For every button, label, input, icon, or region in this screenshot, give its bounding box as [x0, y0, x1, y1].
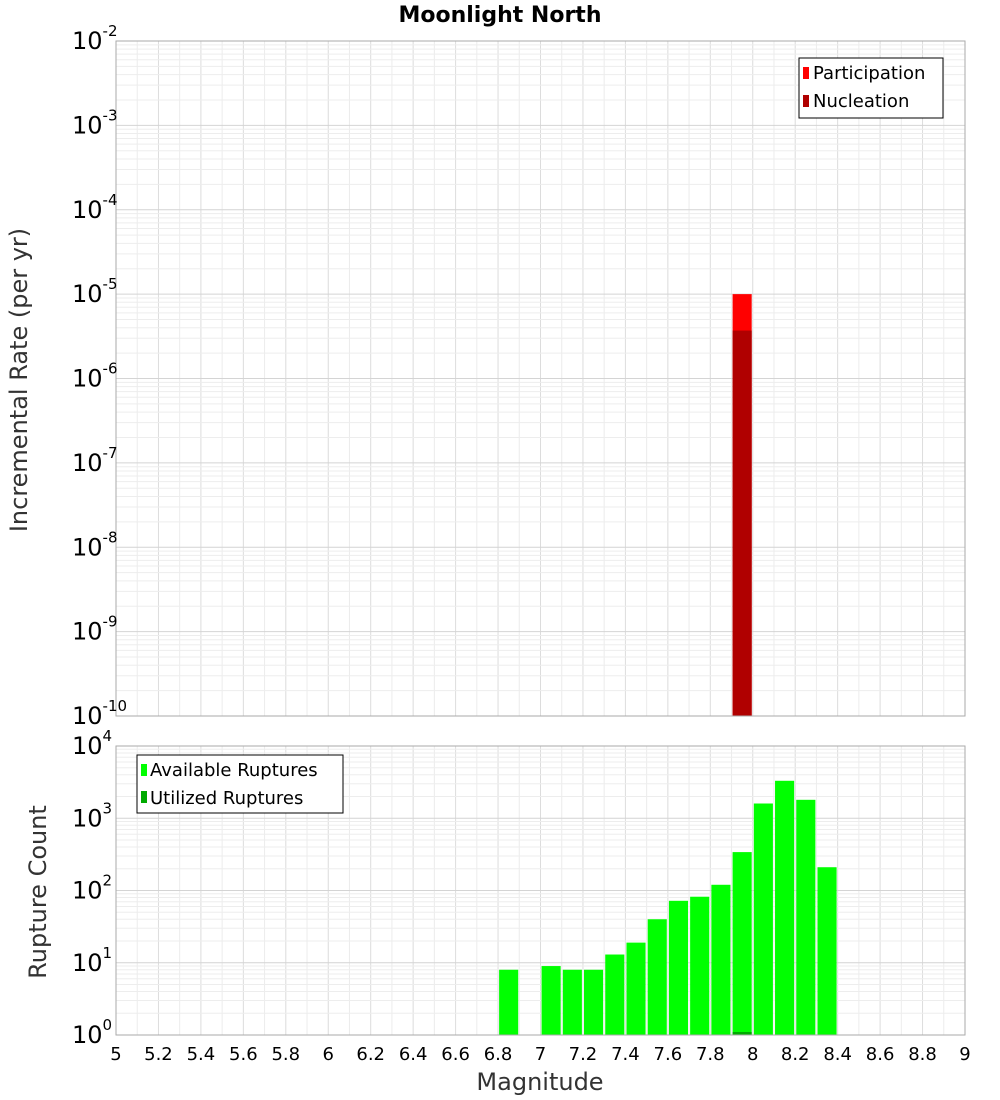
top-y-tick-label: 10-6 [72, 360, 118, 393]
bottom-legend: Available Ruptures Utilized Ruptures [136, 754, 344, 814]
bar-available-ruptures-9 [711, 884, 731, 1035]
top-y-tick-label: 10-5 [72, 275, 118, 308]
bottom-y-ticks: 100 101 102 103 104 [72, 727, 112, 1049]
x-tick-label: 6.8 [484, 1044, 513, 1065]
bottom-bars [499, 780, 837, 1035]
x-tick-label: 8.8 [908, 1044, 937, 1065]
x-tick-label: 7.2 [569, 1044, 598, 1065]
top-y-tick-label: 10-8 [72, 528, 118, 561]
x-tick-label: 6.2 [356, 1044, 385, 1065]
top-legend: Participation Nucleation [798, 57, 944, 119]
bottom-plot-border [115, 745, 966, 1036]
x-axis-title: Magnitude [476, 1068, 603, 1096]
bar-available-ruptures-5 [626, 942, 646, 1035]
bar-available-ruptures-2 [562, 969, 582, 1035]
bar-available-ruptures-11 [753, 803, 773, 1035]
legend-swatch-nucleation [803, 95, 809, 107]
x-tick-label: 9 [959, 1044, 970, 1065]
bar-available-ruptures-6 [647, 919, 667, 1035]
bar-available-ruptures-12 [775, 780, 795, 1035]
top-bars [732, 294, 752, 716]
top-y-tick-label: 10-3 [72, 106, 118, 139]
bar-available-ruptures-14 [817, 867, 837, 1035]
x-tick-label: 6 [323, 1044, 334, 1065]
bottom-panel: 100 101 102 103 104 5 5.2 5.4 5.6 5.8 6 6.2 6.4 6.6 6… [24, 727, 971, 1096]
top-plot-border [115, 40, 966, 717]
bar-available-ruptures-1 [541, 966, 561, 1035]
top-panel: 10-10 10-9 10-8 10-7 10-6 10-5 10-4 10-3 10-2 In… [5, 22, 966, 730]
chart-title: Moonlight North [398, 3, 601, 28]
bar-available-ruptures-4 [605, 954, 625, 1035]
x-tick-label: 7 [535, 1044, 546, 1065]
bottom-y-tick-label: 100 [72, 1016, 112, 1049]
top-y-ticks: 10-10 10-9 10-8 10-7 10-6 10-5 10-4 10-3 10-2 [72, 22, 127, 730]
x-tick-label: 6.6 [441, 1044, 470, 1065]
top-grid [115, 41, 966, 717]
bar-utilized-ruptures-0 [732, 1032, 752, 1035]
bar-available-ruptures-7 [668, 900, 689, 1035]
x-tick-label: 8.2 [781, 1044, 810, 1065]
bottom-y-tick-label: 104 [72, 727, 112, 760]
bar-available-ruptures-0 [499, 969, 519, 1035]
bar-available-ruptures-10 [732, 852, 752, 1035]
x-tick-label: 5.6 [229, 1044, 258, 1065]
bar-available-ruptures-3 [584, 969, 604, 1035]
legend-swatch-utilized [141, 791, 147, 803]
bar-available-ruptures-8 [690, 896, 710, 1035]
top-legend-box [798, 57, 944, 119]
x-tick-label: 6.4 [399, 1044, 428, 1065]
legend-label-participation: Participation [813, 63, 925, 84]
legend-swatch-participation [803, 67, 809, 79]
legend-swatch-available [141, 764, 147, 776]
x-tick-label: 8 [747, 1044, 758, 1065]
top-y-tick-label: 10-4 [72, 191, 118, 224]
x-tick-label: 5.4 [187, 1044, 216, 1065]
bar-nucleation-0 [732, 330, 752, 716]
top-y-axis-title: Incremental Rate (per yr) [5, 228, 33, 532]
bottom-y-tick-label: 102 [72, 872, 112, 905]
bottom-legend-box [136, 754, 344, 814]
top-y-tick-label: 10-7 [72, 444, 118, 477]
legend-label-available: Available Ruptures [150, 760, 318, 781]
bottom-x-ticks: 5 5.2 5.4 5.6 5.8 6 6.2 6.4 6.6 6.8 7 7.2 7.4 7.6 7.8 8… [110, 1044, 970, 1065]
x-tick-label: 5 [110, 1044, 121, 1065]
x-tick-label: 7.6 [654, 1044, 683, 1065]
x-tick-label: 5.2 [144, 1044, 173, 1065]
legend-label-nucleation: Nucleation [813, 91, 909, 112]
top-y-tick-label: 10-9 [72, 613, 118, 646]
bottom-y-tick-label: 103 [72, 799, 112, 832]
top-y-tick-label: 10-10 [72, 697, 127, 730]
x-tick-label: 5.8 [271, 1044, 300, 1065]
top-y-tick-label: 10-2 [72, 22, 118, 55]
bar-available-ruptures-13 [796, 799, 816, 1035]
x-tick-label: 8.6 [866, 1044, 895, 1065]
x-tick-label: 8.4 [823, 1044, 852, 1065]
bottom-y-axis-title: Rupture Count [24, 805, 52, 979]
bottom-y-tick-label: 101 [72, 944, 112, 977]
legend-label-utilized: Utilized Ruptures [150, 788, 303, 809]
x-tick-label: 7.4 [611, 1044, 640, 1065]
x-tick-label: 7.8 [696, 1044, 725, 1065]
